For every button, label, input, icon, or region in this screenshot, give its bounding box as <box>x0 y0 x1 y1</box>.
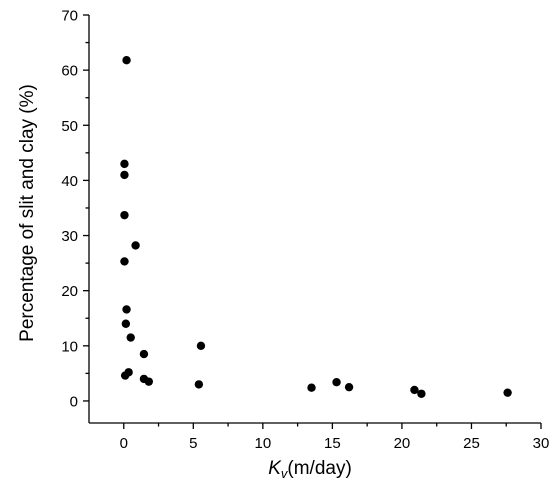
data-point <box>120 371 130 380</box>
data-point <box>120 159 129 169</box>
data-point <box>194 380 204 389</box>
data-point <box>139 349 149 359</box>
y-tick-label: 20 <box>61 283 78 300</box>
x-tick-label: 5 <box>189 435 197 452</box>
x-axis-title: Kv(m/day) <box>268 458 352 481</box>
data-point <box>410 385 419 395</box>
x-tick-label: 10 <box>255 435 272 452</box>
data-point <box>122 305 131 314</box>
data-point <box>344 382 354 392</box>
x-axis-unit: (m/day) <box>287 458 351 479</box>
data-point <box>144 377 154 386</box>
axes <box>88 15 541 424</box>
ticks: 0 5 10 15 20 25 30 0 10 20 30 40 50 60 70 <box>61 8 549 453</box>
data-point <box>131 241 140 250</box>
data-point <box>120 210 129 220</box>
y-tick-label: 10 <box>61 338 78 355</box>
x-tick-label: 25 <box>463 435 480 452</box>
y-tick-label: 0 <box>70 393 78 410</box>
data-point <box>120 170 129 180</box>
x-axis-symbol: K <box>268 458 282 479</box>
x-tick-label: 20 <box>394 435 411 452</box>
data-point <box>122 56 131 65</box>
x-tick-label: 0 <box>120 435 128 452</box>
x-axis-subscript: v <box>281 466 289 481</box>
data-point <box>503 388 512 397</box>
data-point <box>417 389 426 398</box>
y-tick-label: 50 <box>61 118 78 135</box>
x-tick-label: 30 <box>533 435 550 452</box>
y-axis-title: Percentage of slit and clay (%) <box>17 84 38 342</box>
data-point <box>332 378 341 387</box>
data-point <box>126 333 135 342</box>
y-tick-label: 70 <box>61 8 78 25</box>
y-tick-label: 30 <box>61 228 78 245</box>
data-point <box>307 383 316 392</box>
data-point <box>121 319 131 328</box>
data-point <box>120 257 129 266</box>
data-point <box>196 341 206 351</box>
x-tick-label: 15 <box>324 435 341 452</box>
y-tick-label: 40 <box>61 173 78 190</box>
data-points <box>120 56 512 398</box>
y-tick-label: 60 <box>61 63 78 80</box>
